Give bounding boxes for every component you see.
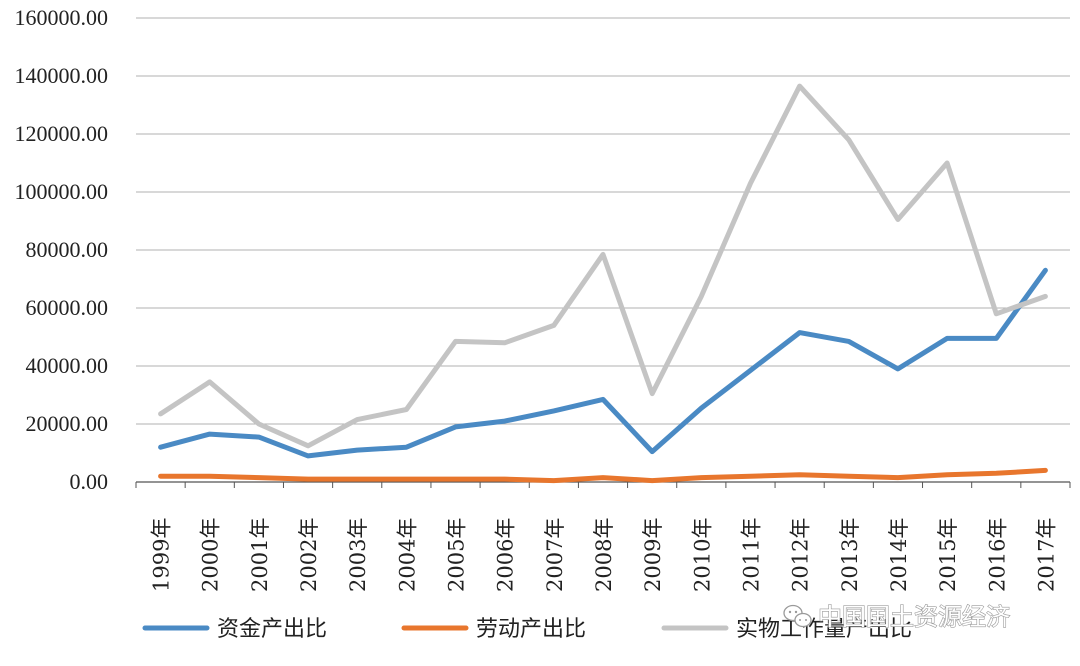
wechat-icon: [783, 604, 812, 628]
x-tick-label: 2007年: [543, 518, 567, 592]
series-line: [158, 83, 1048, 449]
x-tick-label: 2003年: [346, 518, 370, 592]
x-axis: [135, 481, 1071, 488]
x-tick-label: 2014年: [887, 518, 911, 592]
x-tick-label: 2006年: [494, 518, 518, 592]
y-tick-label: 120000.00: [15, 121, 109, 146]
x-tick-label: 2011年: [739, 518, 763, 592]
grid-lines: [136, 17, 1070, 425]
y-tick-label: 40000.00: [26, 353, 109, 378]
legend: 资金产出比 劳动产出比 实物工作量产出比: [142, 617, 912, 642]
x-tick-label: 2008年: [592, 518, 616, 592]
y-tick-label: 0.00: [70, 469, 109, 494]
x-tick-label: 2017年: [1034, 518, 1058, 592]
y-tick-label: 60000.00: [26, 295, 109, 320]
y-tick-label: 20000.00: [26, 411, 109, 436]
x-tick-label: 2002年: [297, 518, 321, 592]
x-tick-label: 1999年: [150, 518, 174, 592]
x-tick-label: 2010年: [690, 518, 714, 592]
watermark: 中国国土资源经济: [783, 602, 1011, 632]
legend-label: 劳动产出比: [476, 617, 586, 642]
series-lines: [158, 83, 1048, 484]
x-tick-label: 2012年: [789, 518, 813, 592]
series-line: [158, 267, 1048, 459]
x-tick-label: 2001年: [248, 518, 272, 592]
x-tick-label: 2005年: [445, 518, 469, 592]
watermark-text: 中国国土资源经济: [818, 603, 1010, 631]
x-tick-label: 2013年: [838, 518, 862, 592]
y-axis-tick-labels: 0.00 20000.00 40000.00 60000.00 80000.00 1000…: [15, 5, 109, 494]
y-tick-label: 80000.00: [26, 237, 109, 262]
x-axis-tick-labels: 1999年 2000年 2001年 2002年 2003年 2004年 2005年 2006年…: [150, 518, 1059, 592]
legend-label: 实物工作量产出比: [736, 617, 912, 642]
series-line: [158, 467, 1048, 484]
x-tick-label: 2000年: [199, 518, 223, 592]
y-tick-label: 140000.00: [15, 63, 109, 88]
legend-label: 资金产出比: [217, 617, 327, 642]
y-tick-label: 160000.00: [15, 5, 109, 30]
x-tick-label: 2009年: [641, 518, 665, 592]
x-tick-label: 2016年: [985, 518, 1009, 592]
x-tick-label: 2004年: [395, 518, 419, 592]
x-tick-label: 2015年: [936, 518, 960, 592]
y-tick-label: 100000.00: [15, 179, 109, 204]
